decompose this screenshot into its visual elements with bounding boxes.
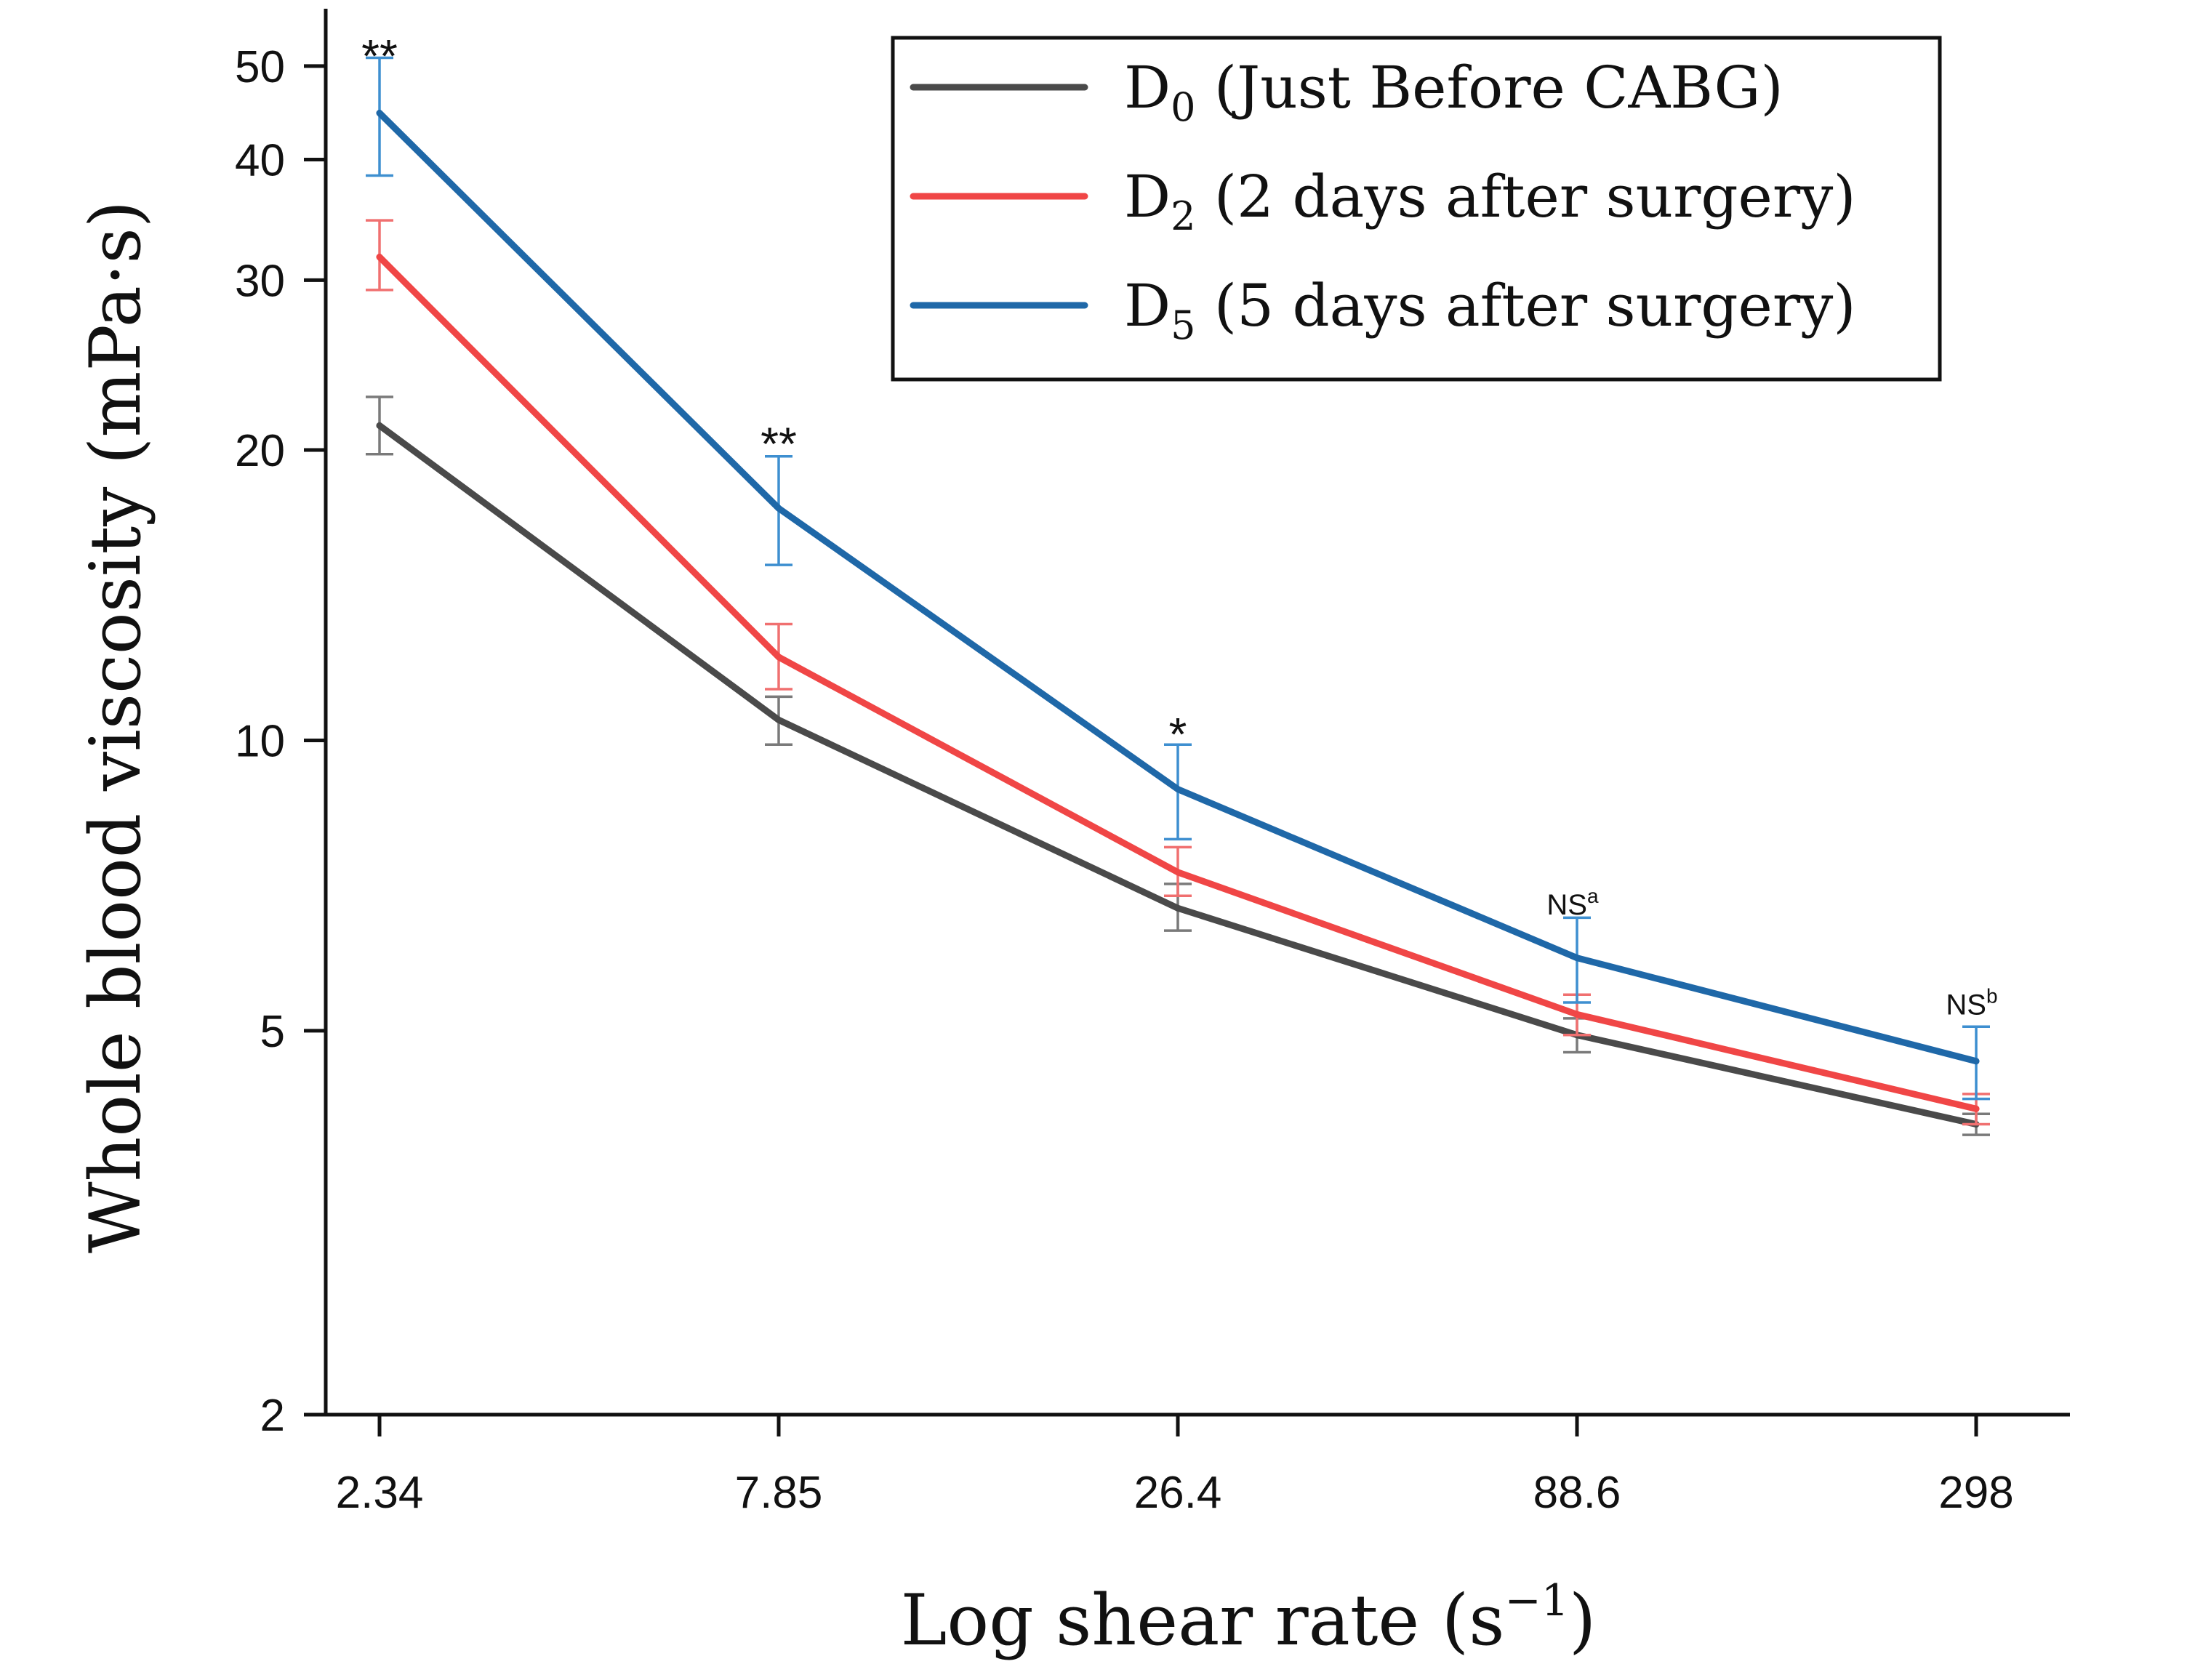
data-point [1174, 786, 1181, 793]
x-tick-label: 88.6 [1533, 1468, 1621, 1518]
data-point [376, 110, 383, 117]
legend-label: D5 (5 days after surgery) [1124, 272, 1856, 348]
y-tick-label: 2 [260, 1391, 285, 1441]
significance-marker: ** [361, 30, 398, 82]
data-point [376, 422, 383, 429]
data-point [775, 505, 782, 512]
y-tick-label: 5 [260, 1007, 285, 1057]
y-tick-label: 40 [235, 136, 285, 186]
significance-marker: ** [761, 417, 797, 470]
significance-marker: * [1169, 708, 1187, 760]
data-point [1973, 1058, 1980, 1065]
data-point [1973, 1105, 1980, 1112]
x-tick-label: 26.4 [1134, 1468, 1222, 1518]
legend-box [891, 36, 1942, 382]
series-line [376, 254, 1980, 1112]
x-axis-title: Log shear rate (s−1) [901, 1575, 1597, 1661]
legend-label: D0 (Just Before CABG) [1124, 54, 1783, 130]
data-point [1174, 904, 1181, 912]
data-point [376, 254, 383, 261]
significance-ns-label: NSa [1546, 885, 1599, 921]
data-point [1174, 869, 1181, 876]
data-point [775, 716, 782, 723]
x-tick-label: 2.34 [336, 1468, 424, 1518]
data-point [775, 654, 782, 661]
y-tick-label: 50 [235, 42, 285, 92]
y-tick-label: 10 [235, 716, 285, 766]
data-point [1573, 1010, 1581, 1018]
y-tick-label: 20 [235, 426, 285, 476]
series-2 [366, 56, 1990, 1101]
significance-ns-label: NSb [1946, 984, 1997, 1021]
x-tick-label: 7.85 [735, 1468, 823, 1518]
y-axis-title: Whole blood viscosity (mPa·s) [75, 201, 156, 1253]
legend: D0 (Just Before CABG) D2 (2 days after su… [891, 36, 1942, 382]
legend-label: D2 (2 days after surgery) [1124, 163, 1856, 239]
data-point [1573, 954, 1581, 962]
y-tick-label: 30 [235, 256, 285, 306]
x-tick-label: 298 [1938, 1468, 2013, 1518]
